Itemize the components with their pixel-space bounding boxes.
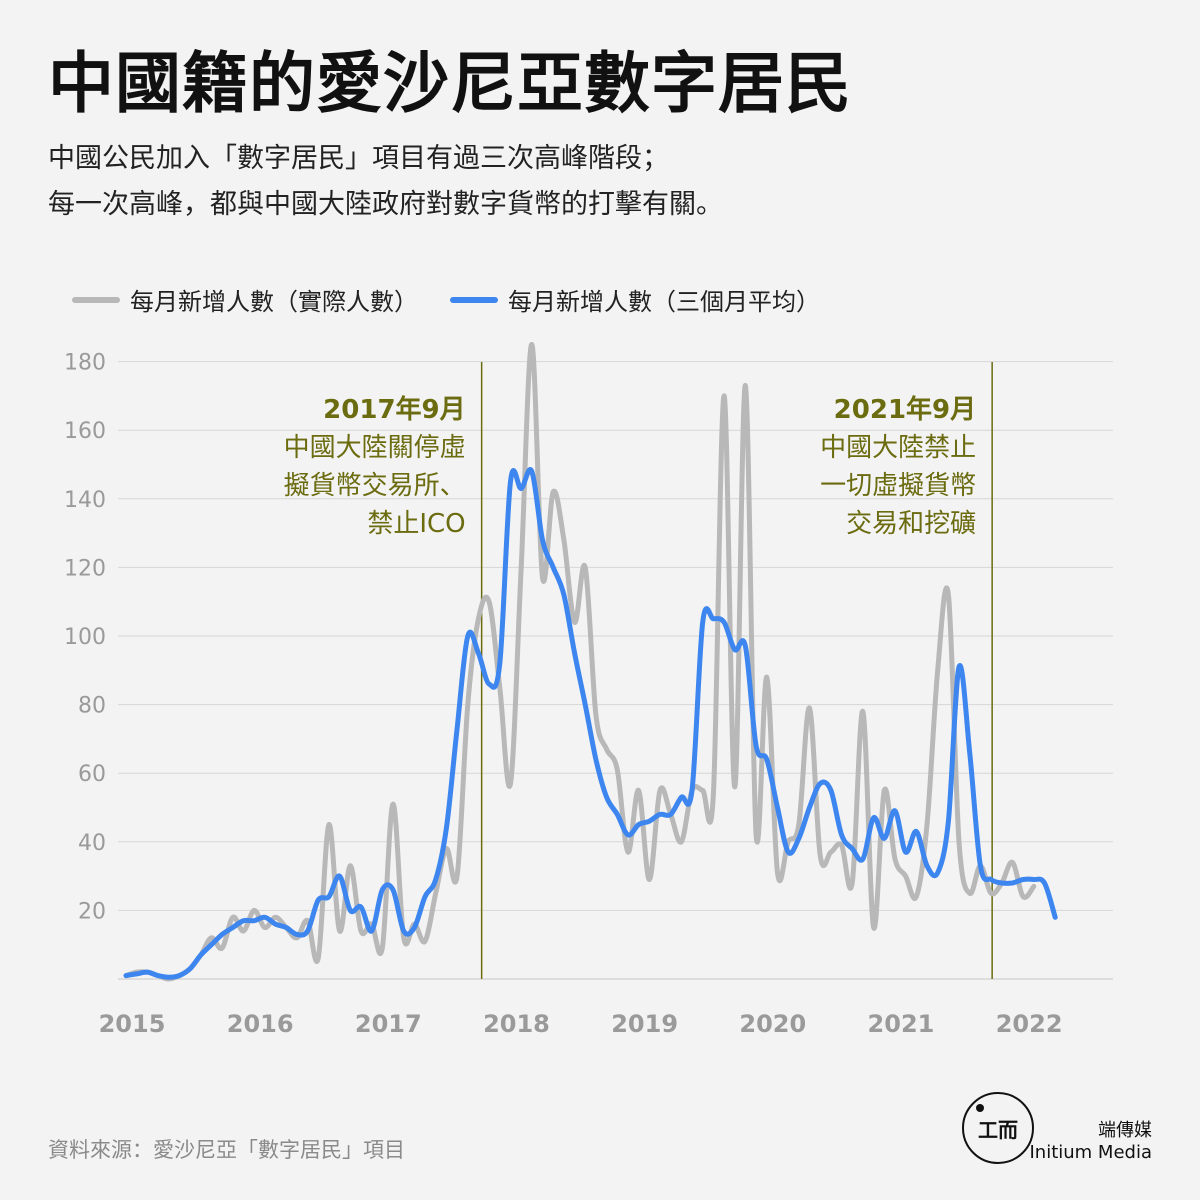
y-tick-label: 100: [64, 625, 106, 650]
subtitle-line: 每一次高峰，都與中國大陸政府對數字貨幣的打擊有關。: [48, 189, 723, 220]
annotation-text: 一切虛擬貨幣: [820, 471, 976, 501]
chart-title: 中國籍的愛沙尼亞數字居民: [48, 45, 852, 122]
chart-subtitle: 中國公民加入「數字居民」項目有過三次高峰階段； 每一次高峰，都與中國大陸政府對數…: [48, 136, 723, 228]
y-tick-label: 140: [64, 488, 106, 513]
legend-item-average: 每月新增人數（三個月平均）: [450, 282, 820, 317]
source-note: 資料來源：愛沙尼亞「數字居民」項目: [48, 1138, 405, 1162]
x-tick-label: 2018: [483, 1010, 550, 1038]
annotation-text: 交易和挖礦: [846, 509, 976, 539]
x-tick-label: 2022: [996, 1010, 1063, 1038]
y-tick-label: 160: [64, 419, 106, 444]
logo-glyph: 工而: [978, 1117, 1018, 1142]
y-tick-label: 80: [78, 694, 106, 719]
x-tick-label: 2016: [227, 1010, 294, 1038]
annotation-text: 中國大陸關停虛: [284, 433, 466, 463]
series-average-line: [123, 467, 1058, 980]
line-chart: 20 40 60 80 100 120 140 160 180 2015 2016 2017 2018 2…: [64, 341, 1113, 1038]
x-tick-label: 2019: [611, 1010, 678, 1038]
y-tick-label: 60: [78, 762, 106, 787]
annotation-text: 禁止ICO: [367, 509, 465, 539]
y-tick-label: 20: [78, 899, 106, 924]
brand-name-cn: 端傳媒: [1098, 1120, 1152, 1141]
annotation-date: 2017年9月: [323, 394, 465, 425]
chart-legend: 每月新增人數（實際人數） 每月新增人數（三個月平均）: [72, 282, 852, 317]
legend-item-actual: 每月新增人數（實際人數）: [72, 282, 418, 317]
brand-block: 工而 端傳媒 Initium Media: [962, 1088, 1162, 1168]
y-tick-label: 120: [64, 556, 106, 581]
y-tick-label: 180: [64, 351, 106, 376]
initium-logo: 工而: [962, 1092, 1034, 1164]
logo-dot: [976, 1104, 984, 1112]
x-tick-label: 2021: [868, 1010, 935, 1038]
legend-label-average: 每月新增人數（三個月平均）: [508, 288, 820, 316]
x-tick-label: 2015: [99, 1010, 166, 1038]
annotation-text: 擬貨幣交易所、: [284, 471, 466, 501]
y-tick-label: 40: [78, 831, 106, 856]
legend-swatch-average: [450, 296, 498, 303]
legend-label-actual: 每月新增人數（實際人數）: [130, 288, 418, 316]
legend-swatch-actual: [72, 296, 120, 303]
brand-name-en: Initium Media: [1029, 1142, 1152, 1163]
x-tick-label: 2017: [355, 1010, 422, 1038]
annotation-date: 2021年9月: [834, 394, 976, 425]
subtitle-line: 中國公民加入「數字居民」項目有過三次高峰階段；: [48, 143, 669, 174]
series-actual-line: [123, 341, 1037, 982]
annotation-text: 中國大陸禁止: [820, 433, 976, 463]
x-tick-label: 2020: [739, 1010, 806, 1038]
